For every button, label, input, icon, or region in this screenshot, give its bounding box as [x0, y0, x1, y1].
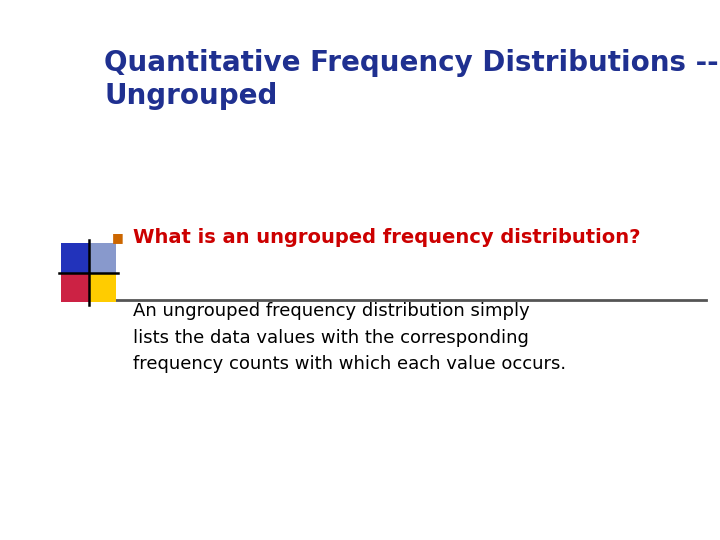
Bar: [61, 243, 89, 273]
Text: ■: ■: [112, 231, 123, 244]
Bar: [89, 243, 116, 273]
Text: What is an ungrouped frequency distribution?: What is an ungrouped frequency distribut…: [133, 228, 641, 247]
Text: Quantitative Frequency Distributions --
Ungrouped: Quantitative Frequency Distributions -- …: [104, 49, 719, 110]
Bar: [89, 273, 116, 302]
Text: An ungrouped frequency distribution simply
lists the data values with the corres: An ungrouped frequency distribution simp…: [133, 302, 567, 373]
Bar: [61, 273, 89, 302]
